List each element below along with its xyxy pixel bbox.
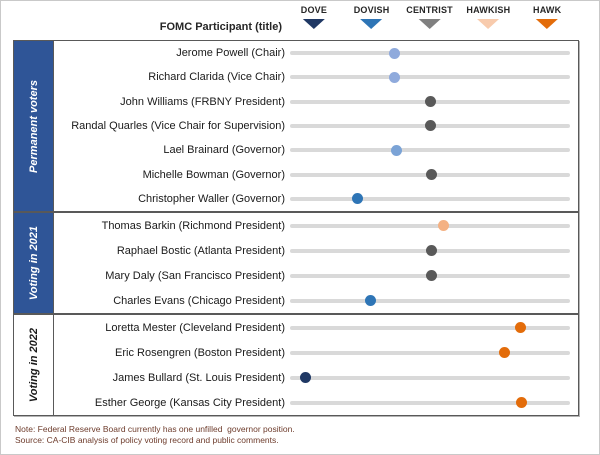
participant-label: Richard Clarida (Vice Chair)	[148, 71, 285, 84]
participant-label: Loretta Mester (Cleveland President)	[105, 321, 285, 334]
participant-label: Raphael Bostic (Atlanta President)	[116, 244, 285, 257]
hawkish-triangle-icon	[477, 19, 500, 29]
rows-permanent-voters: Jerome Powell (Chair) Richard Clarida (Vi…	[14, 41, 578, 211]
participant-row: Christopher Waller (Governor)	[14, 187, 578, 211]
stance-dot	[498, 347, 510, 358]
participant-row: Raphael Bostic (Atlanta President)	[14, 238, 578, 263]
stance-track	[290, 223, 570, 228]
stance-dot	[425, 120, 437, 132]
participant-row: Jerome Powell (Chair)	[14, 41, 578, 65]
participant-row: Eric Rosengren (Boston President)	[14, 340, 578, 365]
legend-item-hawk: HAWK	[533, 5, 561, 29]
legend-label-dove: DOVE	[300, 5, 328, 15]
participant-label: Eric Rosengren (Boston President)	[115, 346, 285, 359]
section-voting-2021: Voting in 2021 Thomas Barkin (Richmond P…	[13, 212, 579, 314]
stance-track	[290, 51, 570, 56]
legend-label-hawkish: HAWKISH	[466, 5, 511, 15]
section-permanent-voters: Permanent voters Jerome Powell (Chair) Ri…	[13, 40, 579, 212]
sidebar-voting-2022: Voting in 2022	[14, 315, 54, 415]
participant-label: Michelle Bowman (Governor)	[142, 168, 285, 181]
legend-item-centrist: CENTRIST	[406, 5, 453, 29]
source-line: Source: CA-CIB analysis of policy voting…	[15, 435, 279, 445]
participant-row: James Bullard (St. Louis President)	[14, 365, 578, 390]
legend-label-centrist: CENTRIST	[406, 5, 453, 15]
participant-row: Lael Brainard (Governor)	[14, 138, 578, 162]
legend-item-dove: DOVE	[301, 5, 327, 29]
participant-row: Michelle Bowman (Governor)	[14, 162, 578, 186]
stance-track	[290, 75, 570, 80]
participant-label: Mary Daly (San Francisco President)	[105, 269, 285, 282]
participant-row: Loretta Mester (Cleveland President)	[14, 315, 578, 340]
stance-dot	[425, 169, 437, 181]
section-voting-2022: Voting in 2022 Loretta Mester (Cleveland…	[13, 314, 579, 416]
participant-row: Richard Clarida (Vice Chair)	[14, 65, 578, 89]
stance-track	[290, 400, 570, 405]
participant-row: Randal Quarles (Vice Chair for Supervisi…	[14, 114, 578, 138]
participant-label: Lael Brainard (Governor)	[163, 144, 285, 157]
stance-track	[290, 196, 570, 201]
stance-track	[290, 298, 570, 303]
participant-label: Charles Evans (Chicago President)	[113, 294, 285, 307]
stance-track	[290, 325, 570, 330]
legend-item-hawkish: HAWKISH	[466, 5, 510, 29]
participant-label: Thomas Barkin (Richmond President)	[101, 219, 285, 232]
legend-item-dovish: DOVISH	[354, 5, 390, 29]
stance-dot	[300, 372, 312, 383]
dove-triangle-icon	[302, 19, 325, 29]
stance-dot	[425, 245, 437, 256]
stance-dot	[365, 295, 377, 306]
rows-voting-2022: Loretta Mester (Cleveland President) Eric…	[14, 315, 578, 415]
participant-label: Christopher Waller (Governor)	[138, 192, 285, 205]
stance-dot	[515, 397, 527, 408]
participant-row: John Williams (FRBNY President)	[14, 90, 578, 114]
stance-dot	[389, 47, 401, 59]
hawk-triangle-icon	[536, 19, 559, 29]
rows-voting-2021: Thomas Barkin (Richmond President) Raphae…	[14, 213, 578, 313]
participant-label: Jerome Powell (Chair)	[176, 47, 285, 60]
note-line: Note: Federal Reserve Board currently ha…	[15, 424, 295, 434]
stance-dot	[437, 220, 449, 231]
participant-label: Esther George (Kansas City President)	[94, 396, 285, 409]
participant-label: John Williams (FRBNY President)	[120, 95, 285, 108]
participant-row: Charles Evans (Chicago President)	[14, 288, 578, 313]
legend-label-dovish: DOVISH	[353, 5, 390, 15]
dovish-triangle-icon	[360, 19, 383, 29]
stance-dot	[352, 193, 364, 205]
participant-label: Randal Quarles (Vice Chair for Supervisi…	[71, 119, 285, 132]
stance-track	[290, 148, 570, 153]
sidebar-permanent-voters: Permanent voters	[14, 41, 54, 211]
participant-label: James Bullard (St. Louis President)	[112, 371, 285, 384]
stance-dot	[425, 270, 437, 281]
stance-dot	[514, 322, 526, 333]
axis-title: FOMC Participant (title)	[159, 21, 282, 33]
stance-track	[290, 350, 570, 355]
stance-dot	[425, 96, 437, 108]
legend-label-hawk: HAWK	[533, 5, 562, 15]
footer-notes: Note: Federal Reserve Board currently ha…	[15, 424, 295, 446]
stance-dot	[390, 144, 402, 156]
participant-row: Thomas Barkin (Richmond President)	[14, 213, 578, 238]
stance-track	[290, 375, 570, 380]
centrist-triangle-icon	[418, 19, 441, 29]
stance-dot	[389, 71, 401, 83]
hawk-dove-legend: DOVE DOVISH CENTRIST HAWKISH HAWK	[289, 5, 569, 39]
participant-row: Mary Daly (San Francisco President)	[14, 263, 578, 288]
participant-row: Esther George (Kansas City President)	[14, 390, 578, 415]
sidebar-voting-2021: Voting in 2021	[14, 213, 54, 313]
